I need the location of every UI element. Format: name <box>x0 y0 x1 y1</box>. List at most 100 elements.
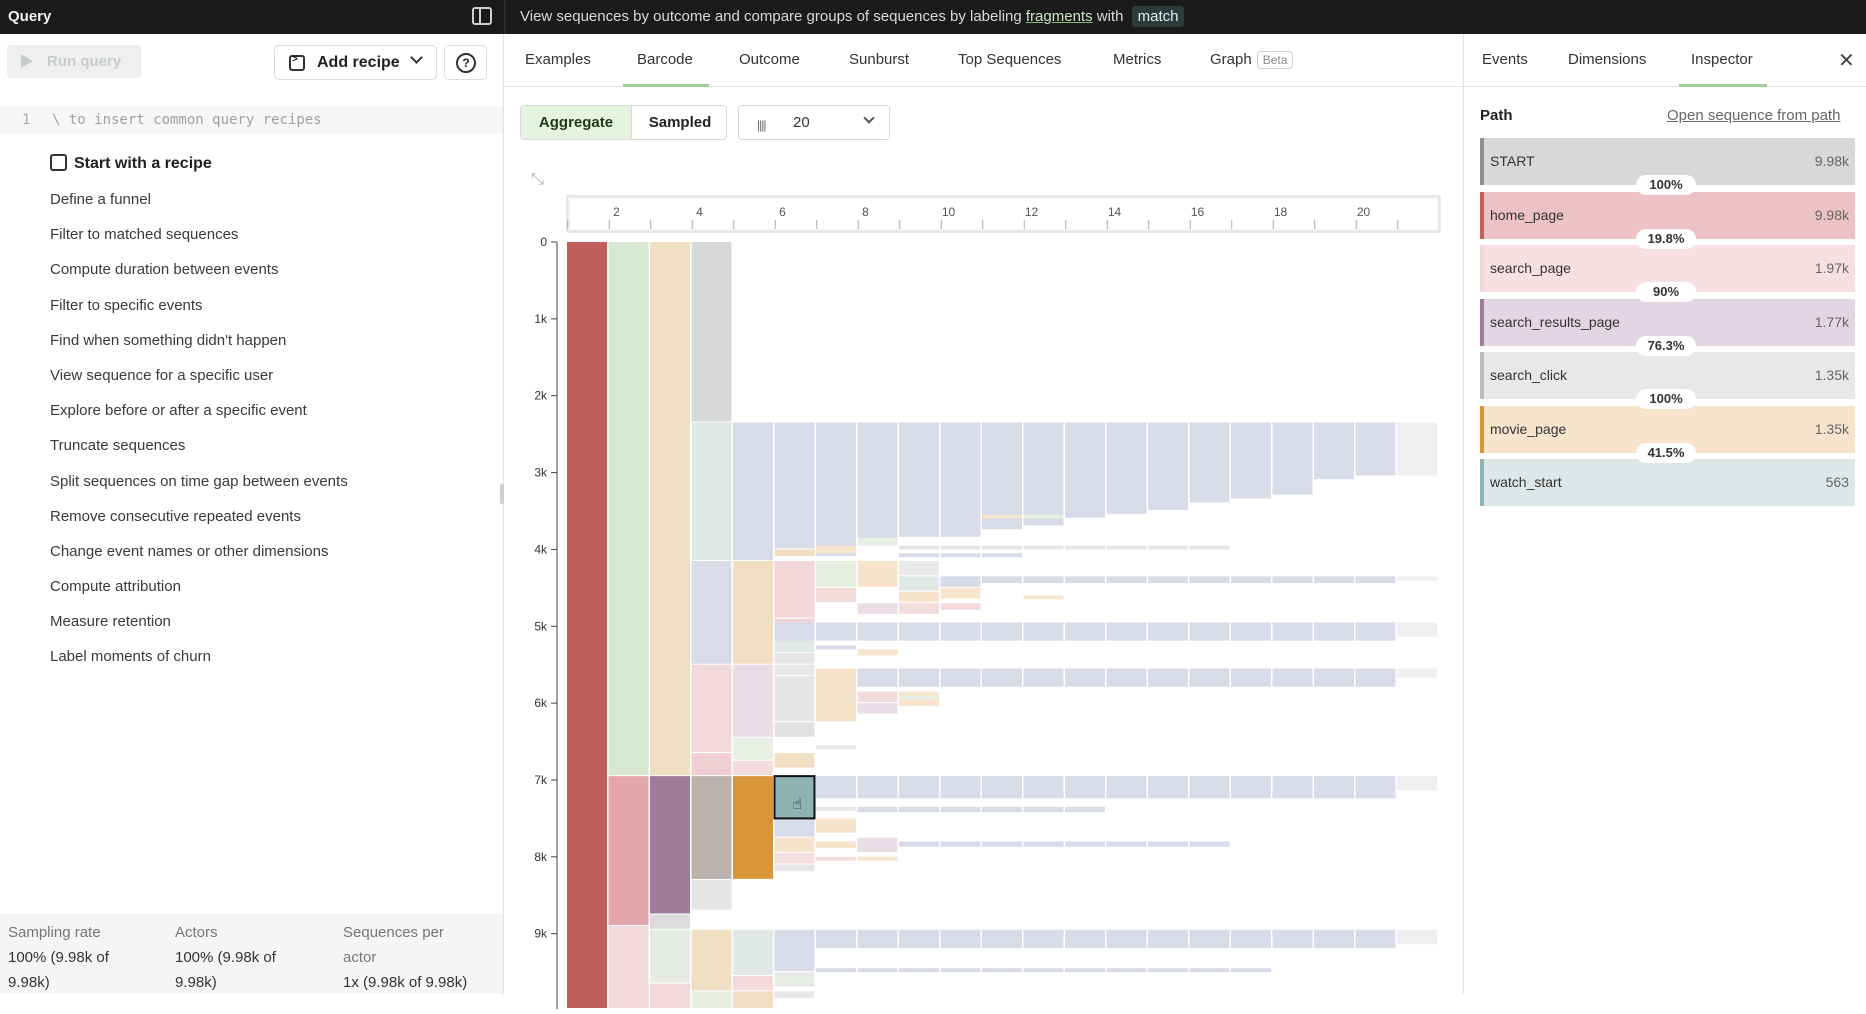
path-step-color <box>1480 405 1484 453</box>
barcode-block <box>733 776 773 879</box>
recipe-item[interactable]: View sequence for a specific user <box>50 366 274 384</box>
barcode-block <box>774 975 815 983</box>
barcode-block <box>1397 622 1437 637</box>
close-icon[interactable]: ✕ <box>1838 50 1855 72</box>
barcode-block <box>857 691 898 703</box>
tab-inspector[interactable]: Inspector <box>1679 51 1767 87</box>
recipe-item[interactable]: Truncate sequences <box>50 437 186 455</box>
tab-sunburst[interactable]: Sunburst <box>849 51 909 87</box>
barcode-block <box>1148 668 1188 687</box>
barcode-block <box>650 929 690 983</box>
fragments-link[interactable]: fragments <box>1025 8 1093 25</box>
barcode-block <box>982 545 1022 550</box>
sampling-stats: Sampling rate 100% (9.98k of 9.98k) Acto… <box>0 914 503 994</box>
barcode-block <box>1231 576 1271 583</box>
tab-top-sequences[interactable]: Top Sequences <box>958 51 1061 87</box>
tab-metrics[interactable]: Metrics <box>1113 51 1161 87</box>
path-step[interactable]: watch_start 563 <box>1480 459 1855 506</box>
barcode-block <box>940 545 981 550</box>
toggle-panel-icon[interactable] <box>472 7 492 25</box>
barcode-block <box>1314 576 1354 583</box>
tab-barcode[interactable]: Barcode <box>623 51 709 87</box>
barcode-block <box>1231 622 1271 641</box>
tab-label: Barcode <box>637 51 693 68</box>
recipe-item[interactable]: Filter to specific events <box>50 296 203 314</box>
barcode-block <box>857 622 898 641</box>
barcode-block <box>940 603 981 610</box>
barcode-block <box>857 537 898 546</box>
tab-outcome[interactable]: Outcome <box>739 51 800 87</box>
barcode-block <box>1023 806 1064 813</box>
recipe-item[interactable]: Measure retention <box>50 613 171 631</box>
barcode-block <box>1272 422 1313 495</box>
barcode-block <box>774 664 815 676</box>
barcode-block <box>1065 545 1105 550</box>
path-step-name: watch_start <box>1490 474 1562 490</box>
open-sequence-link[interactable]: Open sequence from path <box>1667 107 1841 124</box>
tab-graph[interactable]: Graph Beta <box>1210 51 1294 87</box>
barcode-block <box>899 560 939 576</box>
recipe-item[interactable]: Define a funnel <box>50 191 151 208</box>
hint-text: View sequences by outcome and compare gr… <box>520 6 1185 27</box>
barcode-block <box>774 818 815 837</box>
recipe-list: Define a funnel Filter to matched sequenc… <box>50 190 348 683</box>
barcode-block <box>691 664 732 753</box>
barcode-block <box>899 841 939 847</box>
barcode-block <box>1148 576 1188 583</box>
recipe-item[interactable]: Explore before or after a specific event <box>50 402 307 420</box>
barcode-block <box>982 514 1022 519</box>
recipe-item[interactable]: Compute duration between events <box>50 261 279 279</box>
barcode-block <box>899 603 939 614</box>
path-step-color <box>1480 138 1484 185</box>
tab-events[interactable]: Events <box>1482 51 1528 68</box>
recipe-heading: Start with a recipe <box>50 154 212 173</box>
barcode-block <box>774 837 815 852</box>
recipe-item[interactable]: Label moments of churn <box>50 648 211 666</box>
barcode-block <box>1065 776 1105 799</box>
barcode-block <box>899 422 939 537</box>
barcode-block <box>899 553 939 558</box>
barcode-block <box>816 968 856 973</box>
beta-badge: Beta <box>1256 51 1294 69</box>
recipe-item[interactable]: Remove consecutive repeated events <box>50 507 301 525</box>
barcode-block <box>691 753 732 776</box>
add-recipe-button[interactable]: Add recipe <box>274 45 437 80</box>
barcode-block <box>774 422 815 549</box>
recipe-heading-label: Start with a recipe <box>74 155 212 172</box>
expand-icon[interactable]: ⤡ <box>531 171 544 188</box>
barcode-block <box>1148 841 1188 847</box>
tab-dimensions[interactable]: Dimensions <box>1568 51 1647 68</box>
barcode-block <box>1314 776 1354 799</box>
path-step-count: 9.98k <box>1814 153 1849 169</box>
barcode-block <box>1189 576 1230 583</box>
run-query-button[interactable]: Run query <box>7 45 141 78</box>
help-button[interactable]: ? <box>444 45 487 80</box>
query-title: Query <box>8 8 52 25</box>
recipe-item[interactable]: Change event names or other dimensions <box>50 542 329 560</box>
recipe-item[interactable]: Filter to matched sequences <box>50 226 239 244</box>
barcode-block <box>1106 929 1147 949</box>
barcode-block <box>1148 776 1188 799</box>
recipe-item[interactable]: Compute attribution <box>50 578 181 596</box>
barcode-block <box>816 745 856 750</box>
tab-label: Sunburst <box>849 51 910 68</box>
barcode-block <box>1065 514 1105 518</box>
recipe-item[interactable]: Find when something didn't happen <box>50 331 287 349</box>
y-tick-label: 6k <box>534 696 548 710</box>
aggregate-button[interactable]: Aggregate <box>521 106 632 139</box>
barcode-block <box>1397 776 1437 791</box>
barcode-block <box>1231 968 1271 973</box>
barcode-block <box>691 422 732 560</box>
sampled-button[interactable]: Sampled <box>648 114 712 131</box>
panel-resize-handle[interactable] <box>500 484 504 504</box>
y-tick-label: 1k <box>534 312 548 326</box>
barcode-block <box>1314 668 1354 687</box>
actors-label: Actors <box>175 924 218 941</box>
barcode-block <box>608 925 649 1008</box>
recipe-item[interactable]: Split sequences on time gap between even… <box>50 472 348 490</box>
tab-examples[interactable]: Examples <box>525 51 591 87</box>
barcode-block <box>774 622 815 641</box>
column-count-select[interactable]: |||| 20 <box>738 105 890 140</box>
query-editor[interactable]: 1 \ to insert common query recipes <box>0 107 503 133</box>
barcode-block <box>982 576 1022 583</box>
